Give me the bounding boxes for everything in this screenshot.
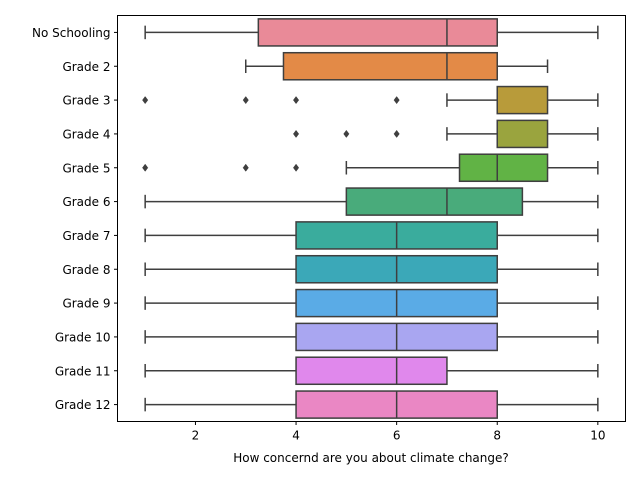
box-iqr <box>295 356 448 386</box>
outlier-point <box>242 163 249 172</box>
outlier-point <box>393 129 400 138</box>
box-group-10 <box>144 356 599 386</box>
x-tick-label: 8 <box>493 429 501 443</box>
y-tick-label: Grade 2 <box>62 60 110 74</box>
box-group-5 <box>144 187 599 216</box>
outlier-point <box>242 96 249 105</box>
box-group-11 <box>144 390 599 419</box>
outlier-point <box>142 96 149 105</box>
y-tick-label: Grade 7 <box>62 229 110 243</box>
y-tick-label: Grade 4 <box>62 127 110 141</box>
box-group-2 <box>142 85 599 115</box>
box-iqr <box>496 119 549 149</box>
box-iqr <box>257 18 498 47</box>
y-axis-ticks: No Schooling Grade 2 Grade 3 Grade 4 Grade 5… <box>32 26 118 412</box>
outlier-point <box>293 163 300 172</box>
plot-frame <box>117 15 626 422</box>
x-tick-label: 2 <box>192 429 200 443</box>
box-group-8 <box>144 288 599 318</box>
box-iqr <box>496 85 549 115</box>
y-tick-label: Grade 5 <box>62 161 110 175</box>
x-axis-ticks: 2 4 6 8 10 <box>192 421 605 443</box>
box-group-7 <box>144 254 599 284</box>
y-tick-label: Grade 8 <box>62 263 110 277</box>
y-tick-label: Grade 3 <box>62 94 110 108</box>
x-axis-label: How concernd are you about climate chang… <box>233 451 509 465</box>
box-iqr <box>282 51 498 81</box>
outlier-point <box>293 129 300 138</box>
x-tick-label: 4 <box>292 429 300 443</box>
x-tick-label: 10 <box>590 429 605 443</box>
box-group-4 <box>142 153 599 183</box>
y-tick-label: No Schooling <box>32 26 111 40</box>
boxes-layer <box>142 18 599 419</box>
box-group-0 <box>144 18 599 47</box>
y-tick-label: Grade 6 <box>62 195 110 209</box>
y-tick-label: Grade 11 <box>55 364 111 378</box>
outlier-point <box>343 129 350 138</box>
box-group-1 <box>245 51 549 81</box>
box-group-6 <box>144 221 599 250</box>
y-tick-label: Grade 12 <box>55 398 111 412</box>
x-tick-label: 6 <box>393 429 401 443</box>
y-tick-label: Grade 10 <box>55 330 111 344</box>
outlier-point <box>293 96 300 105</box>
axes-layer <box>117 15 626 422</box>
box-group-3 <box>293 119 599 149</box>
outlier-point <box>393 96 400 105</box>
box-iqr <box>458 153 549 183</box>
box-iqr <box>345 187 524 216</box>
y-tick-label: Grade 9 <box>62 297 110 311</box>
box-group-9 <box>144 322 599 352</box>
outlier-point <box>142 163 149 172</box>
